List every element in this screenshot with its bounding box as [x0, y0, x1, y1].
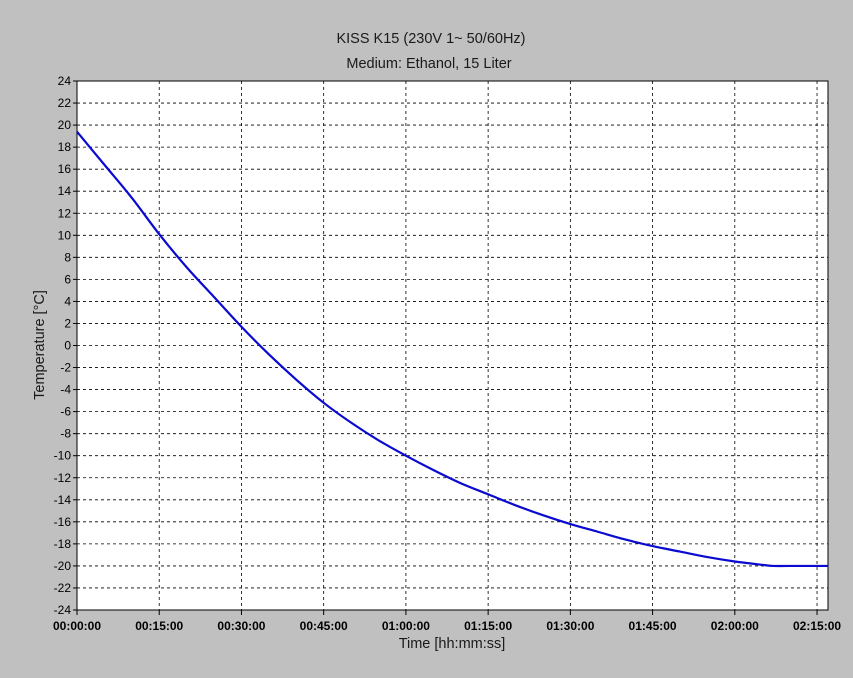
- y-axis: 242220181614121086420-2-4-6-8-10-12-14-1…: [54, 74, 77, 617]
- y-tick-label: -14: [54, 493, 72, 507]
- y-tick-label: 14: [58, 184, 72, 198]
- chart-title: KISS K15 (230V 1~ 50/60Hz): [336, 31, 525, 47]
- chart-subtitle: Medium: Ethanol, 15 Liter: [346, 56, 511, 72]
- y-tick-label: 0: [64, 339, 71, 353]
- y-tick-label: 8: [64, 250, 71, 264]
- x-tick-label: 01:30:00: [546, 619, 594, 633]
- x-tick-label: 00:45:00: [300, 619, 348, 633]
- y-tick-label: 4: [64, 294, 71, 308]
- y-tick-label: -20: [54, 559, 72, 573]
- x-axis: 00:00:00 00:15:00 00:30:00 00:45:00 01:00:00…: [53, 610, 841, 633]
- y-tick-label: -8: [60, 427, 71, 441]
- x-tick-label: 02:15:00: [793, 619, 841, 633]
- y-tick-label: 24: [58, 74, 72, 88]
- y-tick-label: -24: [54, 603, 72, 617]
- y-tick-label: 12: [58, 206, 72, 220]
- y-tick-label: -12: [54, 471, 72, 485]
- y-tick-label: -10: [54, 449, 72, 463]
- y-tick-label: 20: [58, 118, 72, 132]
- y-tick-label: 2: [64, 316, 71, 330]
- gridlines: [77, 81, 828, 610]
- series-layer: [76, 130, 829, 568]
- y-tick-label: -22: [54, 581, 72, 595]
- y-tick-label: 18: [58, 140, 72, 154]
- y-axis-title: Temperature [°C]: [32, 290, 48, 400]
- y-tick-label: -16: [54, 515, 72, 529]
- x-axis-title: Time [hh:mm:ss]: [399, 636, 506, 652]
- x-tick-label: 00:00:00: [53, 619, 101, 633]
- y-tick-label: 16: [58, 162, 72, 176]
- y-tick-label: 6: [64, 272, 71, 286]
- y-tick-label: 22: [58, 96, 72, 110]
- y-tick-label: -6: [60, 405, 71, 419]
- y-tick-label: -2: [60, 361, 71, 375]
- x-tick-label: 02:00:00: [711, 619, 759, 633]
- x-tick-label: 00:15:00: [135, 619, 183, 633]
- y-tick-label: -4: [60, 383, 71, 397]
- y-tick-label: -18: [54, 537, 72, 551]
- x-tick-label: 01:45:00: [629, 619, 677, 633]
- x-tick-label: 01:00:00: [382, 619, 430, 633]
- y-tick-label: 10: [58, 228, 72, 242]
- x-tick-label: 01:15:00: [464, 619, 512, 633]
- x-tick-label: 00:30:00: [217, 619, 265, 633]
